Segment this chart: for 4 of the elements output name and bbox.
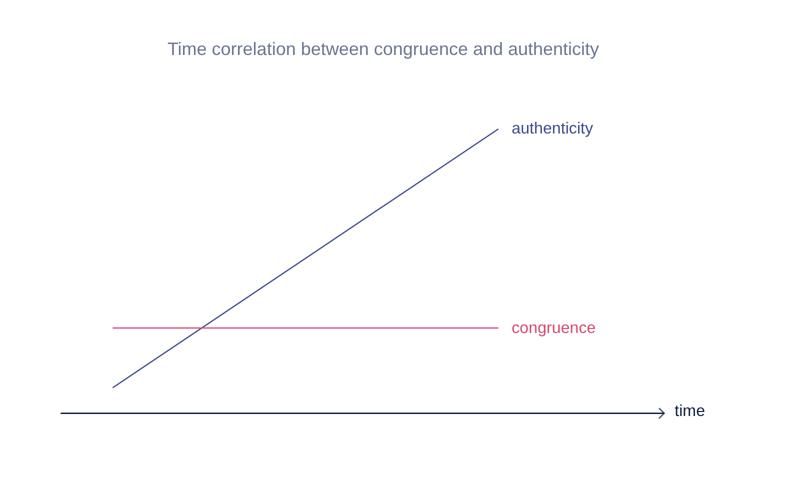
x-axis-title: time [674, 402, 706, 420]
series-label: authenticity [512, 120, 594, 138]
chart-title: Time correlation between congruence and authenticity [167, 39, 600, 60]
series-label: congruence [512, 318, 596, 337]
